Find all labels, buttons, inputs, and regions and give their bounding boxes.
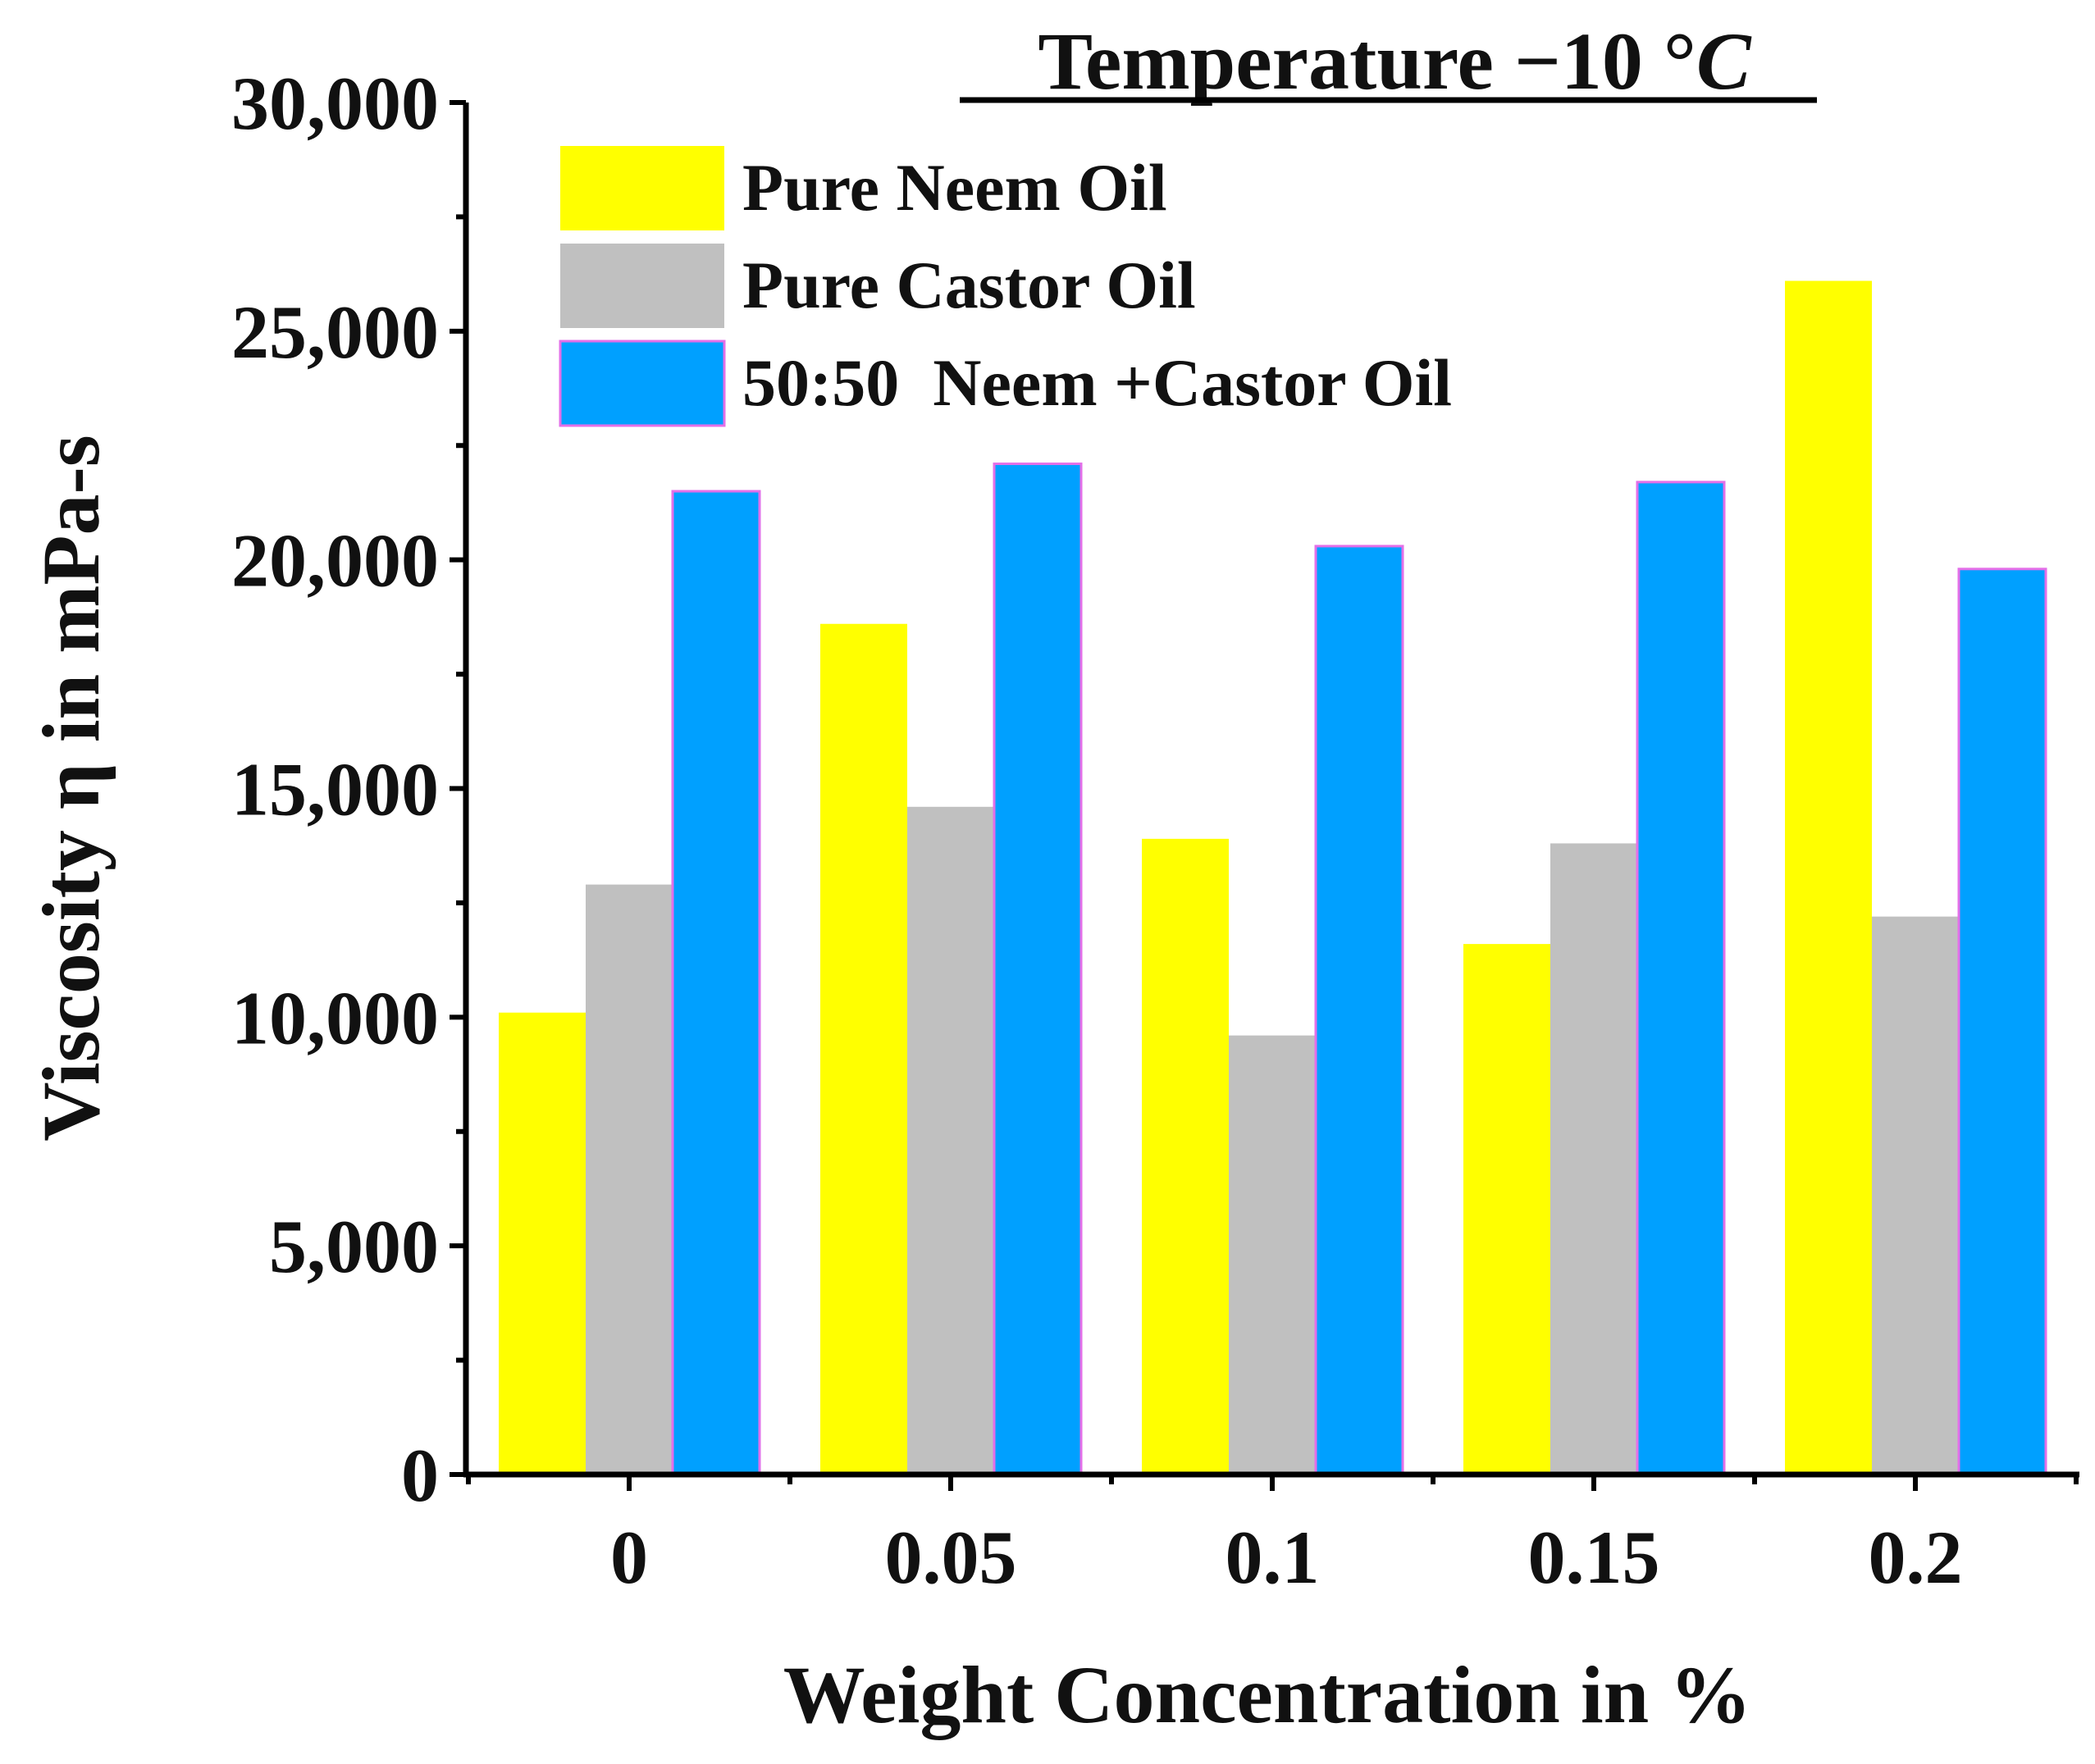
x-axis-title: Weight Concentration in %: [783, 1649, 1752, 1740]
bar-pure-castor-oil-0: [586, 884, 673, 1475]
x-tick-label: 0.05: [885, 1516, 1017, 1599]
legend-swatch: [559, 340, 726, 427]
legend-label: Pure Neem Oil: [742, 150, 1167, 225]
y-tick-label: 0: [401, 1434, 439, 1517]
bars-layer: [499, 280, 2047, 1476]
x-tick-label: 0.2: [1869, 1516, 1963, 1599]
bar-pure-neem-oil-4: [1785, 280, 1872, 1475]
bar-pure-castor-oil-4: [1872, 916, 1959, 1475]
bar-pure-castor-oil-3: [1550, 843, 1637, 1475]
chart-title: Temperature −10 °C: [1038, 16, 1751, 107]
y-tick-label: 30,000: [231, 62, 439, 145]
x-tick-label: 0.1: [1226, 1516, 1320, 1599]
bar-50-50-neem-castor-oil-2: [1314, 545, 1404, 1476]
x-tick-label: 0.15: [1528, 1516, 1660, 1599]
legend-swatch: [560, 244, 724, 328]
y-tick-label: 25,000: [231, 290, 439, 374]
bar-pure-castor-oil-2: [1229, 1035, 1316, 1475]
bar-50-50-neem-castor-oil-4: [1957, 567, 2047, 1476]
bar-pure-neem-oil-1: [820, 623, 907, 1475]
bar-pure-castor-oil-1: [907, 806, 994, 1475]
legend-label: 50:50 Neem +Castor Oil: [742, 345, 1452, 420]
y-tick-label: 10,000: [231, 976, 439, 1060]
legend-swatch: [560, 146, 724, 230]
x-tick-label: 0: [610, 1516, 648, 1599]
bar-50-50-neem-castor-oil-3: [1636, 481, 1726, 1476]
y-tick-label: 20,000: [231, 519, 439, 603]
bar-50-50-neem-castor-oil-0: [671, 490, 761, 1476]
ticks-layer: 0 5,000 10,000 15,000 20,000 25,000 30,000 0 0.0…: [231, 62, 2079, 1599]
y-tick-label: 15,000: [231, 748, 439, 832]
legend: Pure Neem Oil Pure Castor Oil 50:50 Neem +…: [559, 146, 1452, 427]
legend-label: Pure Castor Oil: [742, 248, 1196, 322]
y-axis-title: Viscosity η in mPa-s: [25, 435, 116, 1141]
y-tick-label: 5,000: [269, 1205, 439, 1288]
bar-pure-neem-oil-2: [1142, 838, 1229, 1475]
bar-pure-neem-oil-3: [1463, 944, 1550, 1475]
bar-pure-neem-oil-0: [499, 1012, 586, 1475]
bar-50-50-neem-castor-oil-1: [993, 463, 1083, 1476]
